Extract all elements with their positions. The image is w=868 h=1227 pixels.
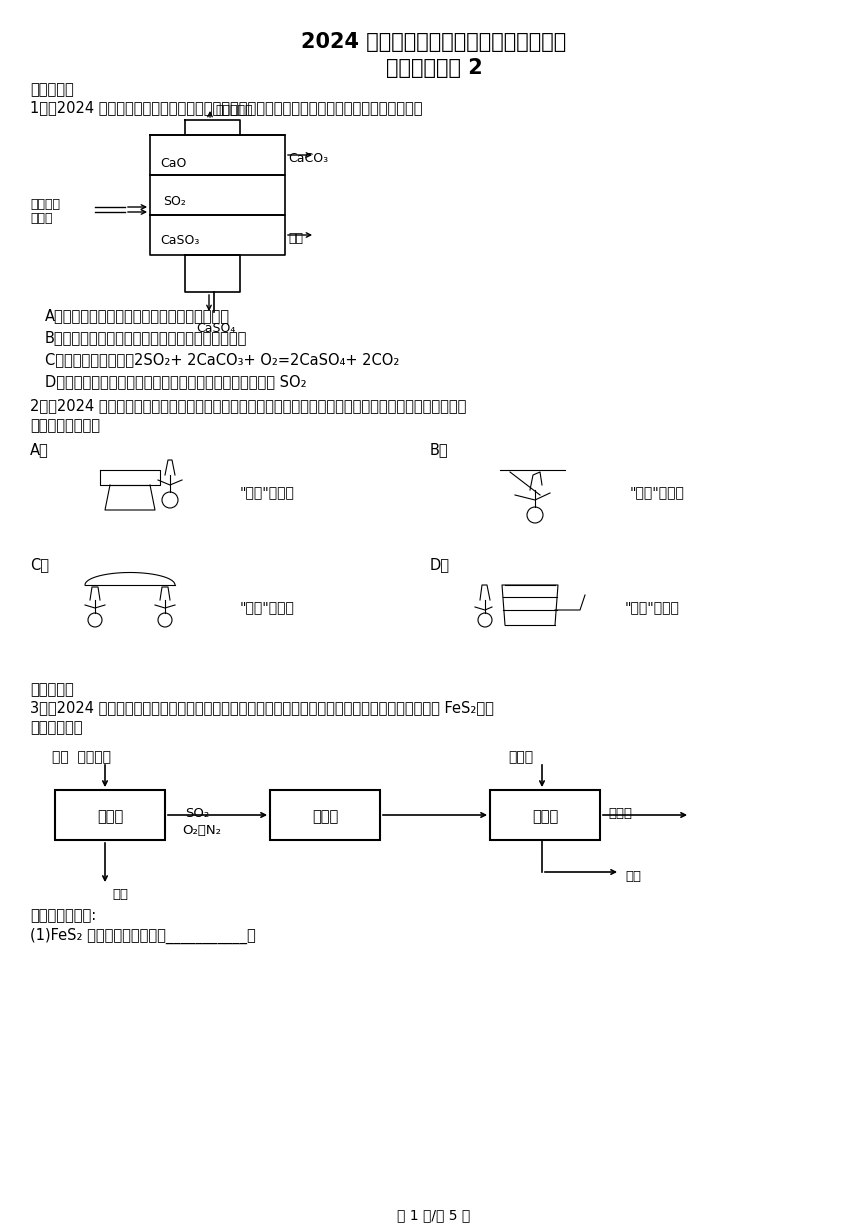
Text: A．: A． [30, 442, 49, 456]
Text: C．总反应可表示为：2SO₂+ 2CaCO₃+ O₂=2CaSO₄+ 2CO₂: C．总反应可表示为：2SO₂+ 2CaCO₃+ O₂=2CaSO₄+ 2CO₂ [45, 352, 399, 367]
Text: A．使用此装置可以减少导致酸雨的气体的排放: A．使用此装置可以减少导致酸雨的气体的排放 [45, 308, 230, 323]
Text: (1)FeS₂ 中铁元素的化合价是___________。: (1)FeS₂ 中铁元素的化合价是___________。 [30, 928, 256, 945]
Text: 接触室: 接触室 [312, 809, 339, 825]
Text: 空气  黄铁矿粉: 空气 黄铁矿粉 [52, 750, 111, 764]
Text: 硫及其化合物 2: 硫及其化合物 2 [385, 58, 483, 79]
Bar [270, 790, 380, 840]
Text: "馏酒"时控温: "馏酒"时控温 [625, 600, 680, 614]
Text: 尾气: 尾气 [625, 870, 641, 883]
Text: 浓硫酸: 浓硫酸 [608, 807, 632, 820]
Bar [55, 790, 165, 840]
Text: CaSO₃: CaSO₃ [160, 234, 200, 247]
Text: 空气: 空气 [288, 232, 303, 245]
Text: "堆酵"时升温: "堆酵"时升温 [240, 600, 295, 614]
Text: D．: D． [430, 557, 450, 572]
Text: "拌曲"前摊晾: "拌曲"前摊晾 [630, 485, 685, 499]
Text: C．: C． [30, 557, 49, 572]
Text: 请回答下列问题:: 请回答下列问题: [30, 908, 96, 923]
Text: 排放的气体: 排放的气体 [215, 104, 253, 117]
Text: 硫化亚铁）。: 硫化亚铁）。 [30, 720, 82, 735]
Text: 第 1 页/共 5 页: 第 1 页/共 5 页 [398, 1209, 470, 1222]
Text: 沸腾炉: 沸腾炉 [97, 809, 123, 825]
Text: 一、单选题: 一、单选题 [30, 82, 74, 97]
Text: 吸收剂: 吸收剂 [508, 750, 533, 764]
Text: O₂、N₂: O₂、N₂ [182, 825, 221, 837]
Text: CaO: CaO [160, 157, 187, 171]
Text: 吸收塔: 吸收塔 [532, 809, 558, 825]
Text: 程中放出热量的是: 程中放出热量的是 [30, 418, 100, 433]
Text: B．该装置内既发生了化合反应，也发生了分解反应: B．该装置内既发生了化合反应，也发生了分解反应 [45, 330, 247, 345]
Text: 的气体: 的气体 [30, 212, 52, 225]
Text: 1．（2024 北京五中高一下期中）下图为某燃煤电厂处理废气的装置示意图，下列说法错误的是: 1．（2024 北京五中高一下期中）下图为某燃煤电厂处理废气的装置示意图，下列说… [30, 99, 423, 115]
Text: SO₂: SO₂ [163, 195, 186, 209]
Text: 2．（2024 北京景山学校高一下期中）高粱酿酒过程中的部分流程按顺序排列如下，其中能说明高粱转化过: 2．（2024 北京景山学校高一下期中）高粱酿酒过程中的部分流程按顺序排列如下，… [30, 398, 466, 413]
Text: B．: B． [430, 442, 449, 456]
Text: 2024 北京重点校高一（下）期中化学汇编: 2024 北京重点校高一（下）期中化学汇编 [301, 32, 567, 52]
Text: 燃煤产生: 燃煤产生 [30, 198, 60, 211]
Text: D．若排放的气体能使澄清石灰水变浑浊，说明该气体中含 SO₂: D．若排放的气体能使澄清石灰水变浑浊，说明该气体中含 SO₂ [45, 374, 306, 389]
Bar [490, 790, 600, 840]
Text: 3．（2024 北京北师大附中高一下期中）工业生产硫酸的流程如下图所示，已知黄铁矿的主要成分是 FeS₂（二: 3．（2024 北京北师大附中高一下期中）工业生产硫酸的流程如下图所示，已知黄铁… [30, 699, 494, 715]
Text: "蒸粮"时加热: "蒸粮"时加热 [240, 485, 295, 499]
Text: CaSO₄: CaSO₄ [196, 321, 235, 335]
Text: SO₂: SO₂ [185, 807, 209, 820]
Text: 炉渣: 炉渣 [112, 888, 128, 901]
Text: 二、填空题: 二、填空题 [30, 682, 74, 697]
Text: CaCO₃: CaCO₃ [288, 152, 328, 164]
